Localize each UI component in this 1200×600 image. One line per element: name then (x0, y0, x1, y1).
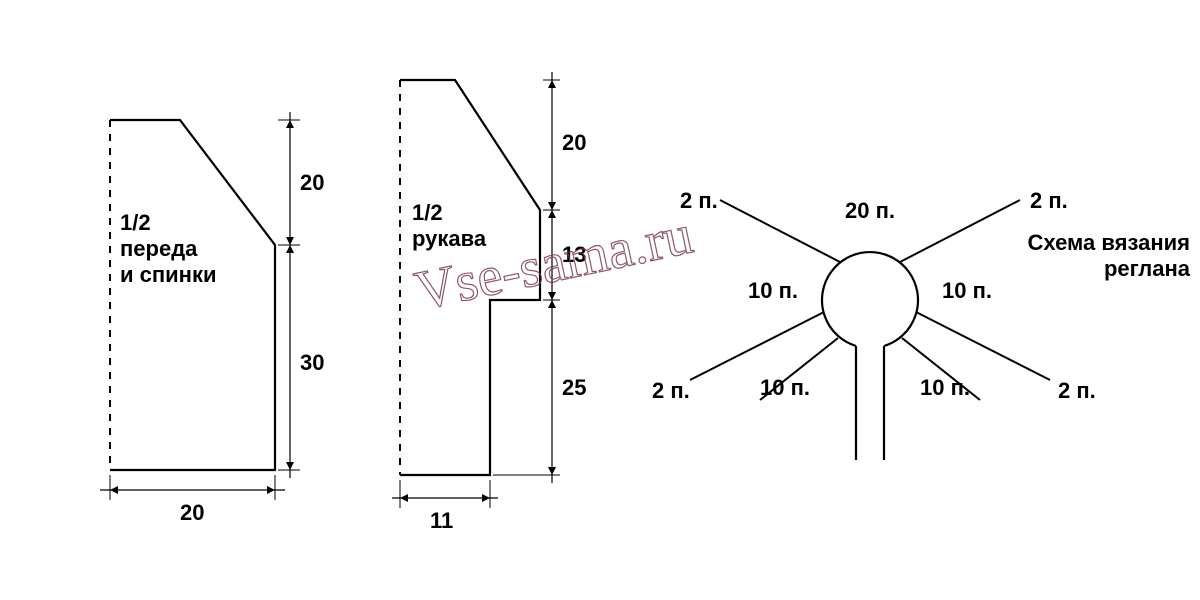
body-dim-bottom: 20 (100, 475, 285, 525)
raglan-title-2: реглана (1104, 256, 1191, 281)
raglan-label-ml: 2 п. (652, 378, 690, 403)
raglan-label-mr: 2 п. (1058, 378, 1096, 403)
raglan-scheme: Схема вязания реглана 2 п. 2 п. 2 п. 2 п… (652, 188, 1191, 460)
raglan-label-tl: 2 п. (680, 188, 718, 213)
body-dim-bot-value: 30 (300, 350, 324, 375)
raglan-ray-top-right (900, 200, 1020, 262)
sleeve-dim-top-value: 20 (562, 130, 586, 155)
sleeve-label-1: 1/2 (412, 200, 443, 225)
body-label-1: 1/2 (120, 210, 151, 235)
raglan-ray-mid-left (690, 312, 824, 380)
body-label-2: переда (120, 236, 198, 261)
sleeve-dim-bot-value: 25 (562, 375, 586, 400)
raglan-ray-top-left (720, 200, 840, 262)
pattern-piece-body: 1/2 переда и спинки 20 20 30 (100, 112, 324, 525)
raglan-arc-leftup: 10 п. (748, 278, 798, 303)
raglan-label-tr: 2 п. (1030, 188, 1068, 213)
body-outline (110, 120, 275, 470)
raglan-arc-top: 20 п. (845, 198, 895, 223)
raglan-arc-rightlow: 10 п. (920, 375, 970, 400)
body-label-3: и спинки (120, 262, 217, 287)
body-dim-top-value: 20 (300, 170, 324, 195)
raglan-ray-mid-right (916, 312, 1050, 380)
diagram-canvas: 1/2 переда и спинки 20 20 30 (0, 0, 1200, 600)
raglan-circle (822, 252, 918, 346)
body-dim-bottom-value: 20 (180, 500, 204, 525)
body-dim-right: 20 30 (278, 112, 324, 478)
raglan-arc-leftlow: 10 п. (760, 375, 810, 400)
raglan-arc-rightup: 10 п. (942, 278, 992, 303)
raglan-title-1: Схема вязания (1028, 230, 1190, 255)
sleeve-dim-bottom-value: 11 (430, 508, 453, 533)
sleeve-dim-bottom: 11 (392, 480, 498, 533)
